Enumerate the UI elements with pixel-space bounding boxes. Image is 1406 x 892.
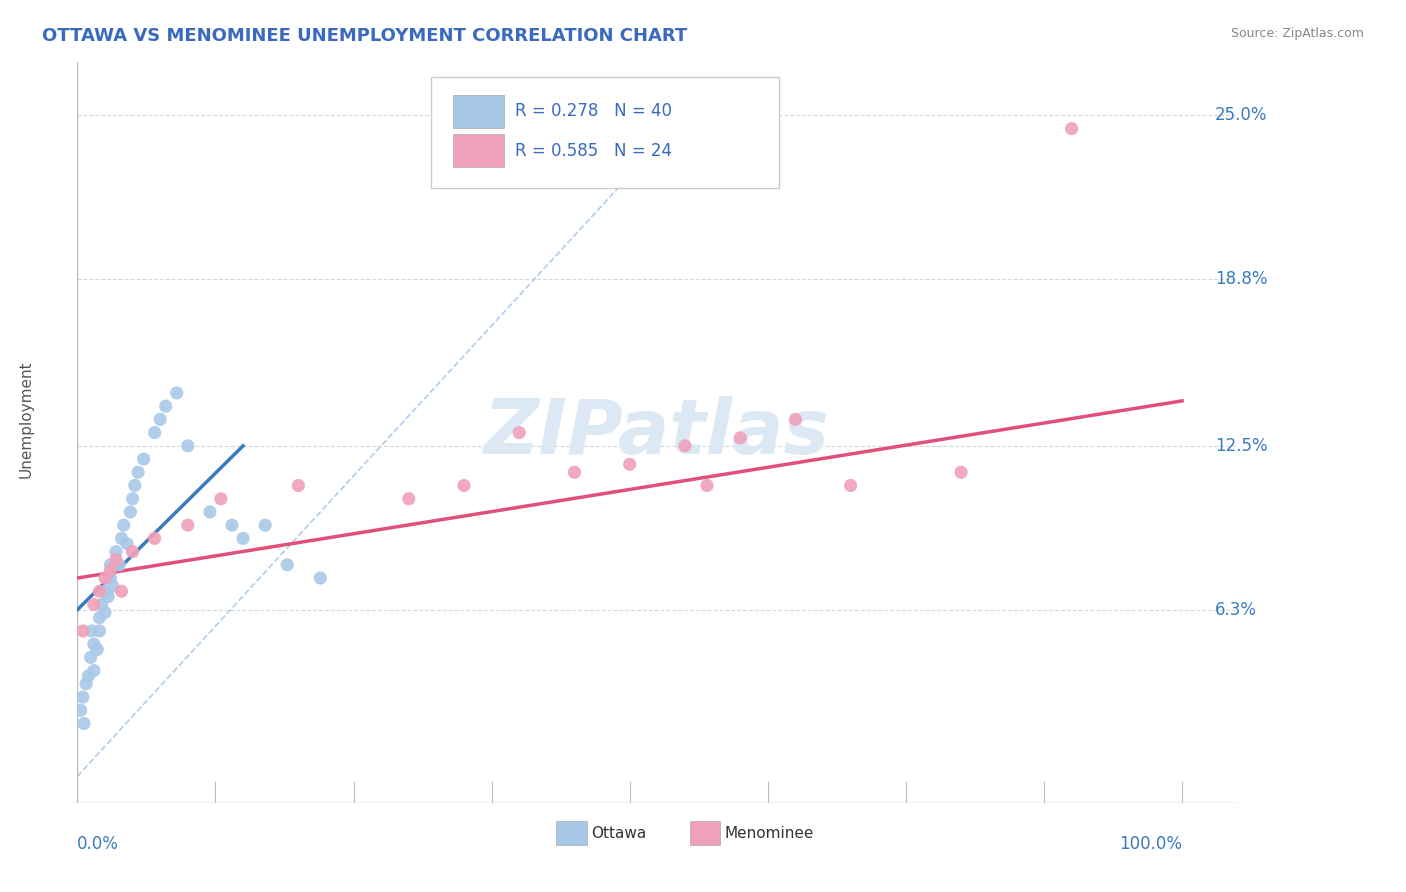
Point	[121, 544, 143, 558]
Text: Unemployment: Unemployment	[18, 360, 34, 478]
Text: R = 0.278   N = 40: R = 0.278 N = 40	[515, 103, 672, 120]
Text: ZIPatlas: ZIPatlas	[484, 396, 831, 469]
Point	[89, 624, 111, 638]
Text: OTTAWA VS MENOMINEE UNEMPLOYMENT CORRELATION CHART: OTTAWA VS MENOMINEE UNEMPLOYMENT CORRELA…	[42, 27, 688, 45]
Point	[89, 584, 111, 599]
Point	[79, 650, 101, 665]
Point	[97, 590, 120, 604]
Point	[83, 598, 105, 612]
Point	[143, 532, 166, 546]
Point	[89, 611, 111, 625]
Point	[398, 491, 420, 506]
Point	[209, 491, 232, 506]
Point	[453, 478, 475, 492]
Point	[950, 465, 973, 479]
FancyBboxPatch shape	[432, 78, 779, 188]
Point	[673, 439, 696, 453]
Point	[785, 412, 807, 426]
Point	[72, 624, 94, 638]
Point	[149, 412, 172, 426]
Text: 25.0%: 25.0%	[1215, 106, 1268, 124]
Point	[100, 558, 122, 572]
Point	[105, 544, 127, 558]
Point	[94, 571, 117, 585]
Point	[696, 478, 718, 492]
Point	[155, 399, 177, 413]
Text: Ottawa: Ottawa	[591, 826, 647, 840]
FancyBboxPatch shape	[453, 135, 505, 167]
Point	[75, 677, 97, 691]
Point	[83, 664, 105, 678]
Point	[69, 703, 91, 717]
Text: R = 0.585   N = 24: R = 0.585 N = 24	[515, 142, 672, 160]
Text: Menominee: Menominee	[724, 826, 814, 840]
Point	[101, 579, 124, 593]
Point	[83, 637, 105, 651]
Point	[287, 478, 309, 492]
Point	[105, 552, 127, 566]
Text: 6.3%: 6.3%	[1215, 601, 1257, 619]
Point	[619, 458, 641, 472]
Point	[177, 439, 200, 453]
Point	[110, 532, 132, 546]
Point	[276, 558, 298, 572]
Point	[177, 518, 200, 533]
Point	[728, 431, 751, 445]
Point	[198, 505, 221, 519]
FancyBboxPatch shape	[557, 822, 586, 845]
Point	[132, 452, 155, 467]
Point	[508, 425, 530, 440]
Point	[90, 598, 112, 612]
Point	[94, 606, 117, 620]
Point	[124, 478, 146, 492]
Point	[232, 532, 254, 546]
Point	[143, 425, 166, 440]
Point	[77, 669, 100, 683]
Text: 12.5%: 12.5%	[1215, 437, 1268, 455]
Point	[115, 536, 138, 550]
Text: 0.0%: 0.0%	[77, 835, 120, 853]
Point	[100, 571, 122, 585]
Point	[108, 558, 131, 572]
Point	[221, 518, 243, 533]
Point	[100, 563, 122, 577]
Text: 18.8%: 18.8%	[1215, 270, 1268, 288]
Point	[166, 386, 188, 401]
Point	[254, 518, 277, 533]
Point	[127, 465, 149, 479]
Point	[1060, 121, 1083, 136]
FancyBboxPatch shape	[690, 822, 720, 845]
Point	[839, 478, 862, 492]
Point	[309, 571, 332, 585]
Point	[564, 465, 586, 479]
Point	[86, 642, 108, 657]
Point	[72, 690, 94, 704]
Point	[80, 624, 103, 638]
Point	[110, 584, 132, 599]
Point	[73, 716, 96, 731]
Text: 100.0%: 100.0%	[1119, 835, 1182, 853]
Point	[94, 584, 117, 599]
Point	[120, 505, 142, 519]
Point	[112, 518, 135, 533]
FancyBboxPatch shape	[453, 95, 505, 128]
Point	[121, 491, 143, 506]
Text: Source: ZipAtlas.com: Source: ZipAtlas.com	[1230, 27, 1364, 40]
